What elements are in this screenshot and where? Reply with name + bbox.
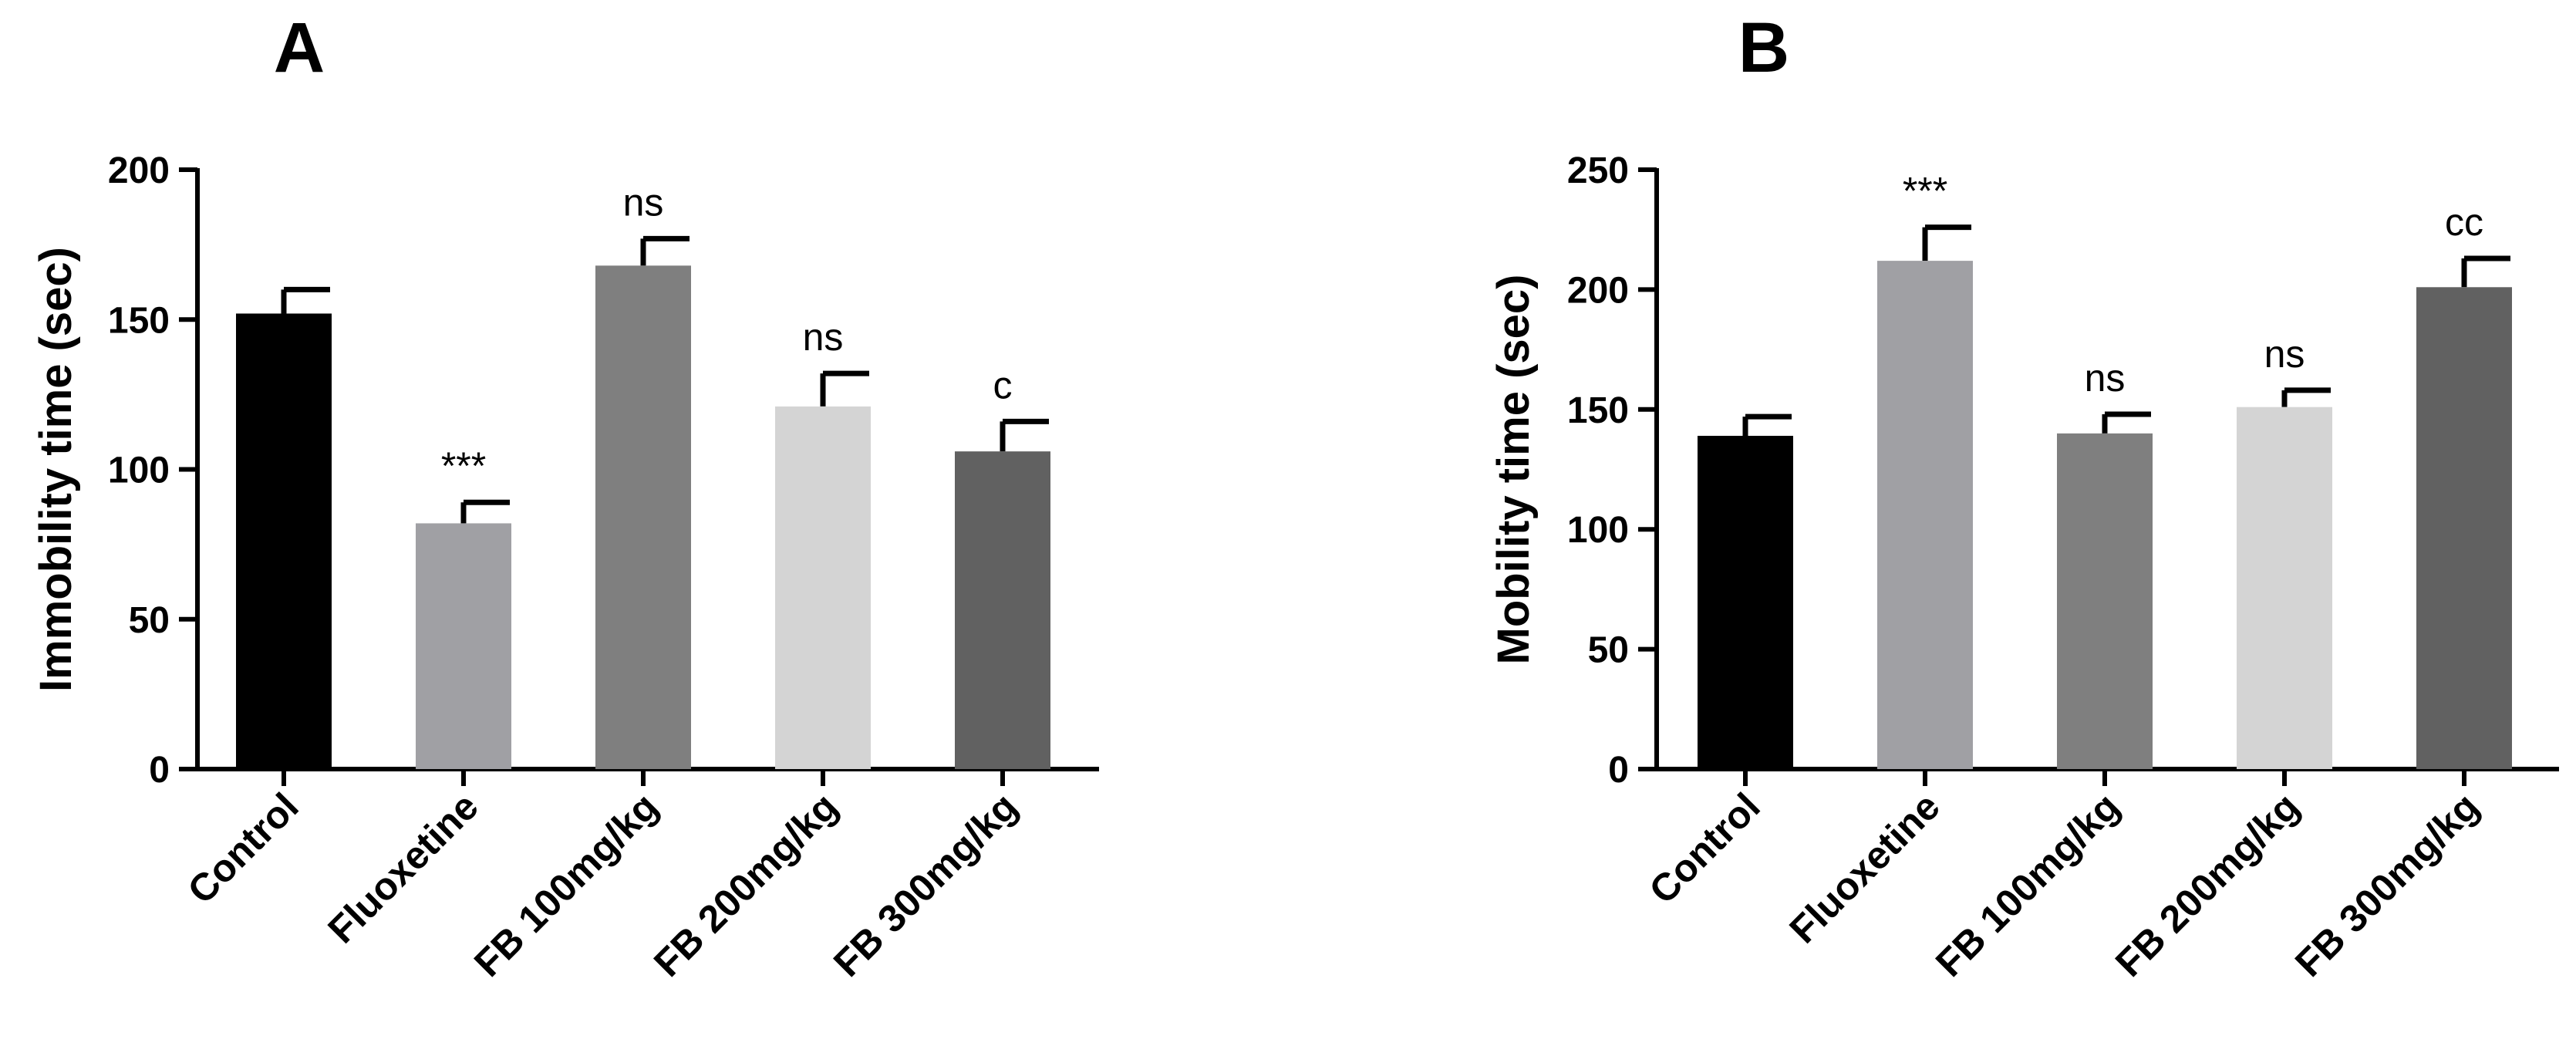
x-category-label: FB 200mg/kg (2107, 784, 2308, 985)
bar (1698, 435, 1793, 769)
y-axis-title: Immobility time (sec) (31, 247, 81, 692)
significance-label: ns (2264, 332, 2305, 376)
y-tick-label: 0 (149, 750, 170, 791)
bar (2057, 433, 2153, 769)
panel-label: A (274, 8, 325, 87)
significance-label: ns (2085, 356, 2126, 400)
significance-label: ns (623, 181, 664, 224)
x-category-label: FB 200mg/kg (646, 784, 846, 985)
y-tick-label: 100 (108, 450, 170, 491)
y-tick-label: 150 (108, 300, 170, 341)
x-category-label: FB 100mg/kg (1927, 784, 2128, 985)
x-category-label: Control (180, 784, 307, 912)
bar (595, 265, 691, 769)
y-tick-label: 200 (1567, 270, 1629, 311)
bar (2237, 407, 2332, 769)
bar (1877, 261, 1973, 769)
y-tick-label: 50 (1588, 630, 1629, 671)
bar (236, 313, 332, 770)
y-tick-label: 50 (129, 600, 170, 641)
significance-label: *** (1903, 170, 1947, 213)
y-tick-label: 250 (1567, 150, 1629, 191)
x-category-label: Control (1641, 784, 1768, 912)
y-tick-label: 200 (108, 150, 170, 191)
bar (955, 451, 1050, 769)
y-tick-label: 150 (1567, 390, 1629, 431)
significance-label: cc (2445, 201, 2483, 244)
x-category-label: FB 300mg/kg (825, 784, 1026, 985)
x-category-label: Fluoxetine (319, 784, 486, 951)
x-category-label: Fluoxetine (1781, 784, 1947, 951)
x-category-label: FB 300mg/kg (2287, 784, 2487, 985)
chart-panel-b: B Mobility time (sec) 0 50 100 150 200 250 Contr… (1489, 8, 2559, 985)
chart-panel-a: A Immobility time (sec) 0 50 100 150 200 Contro… (31, 8, 1099, 985)
panel-label: B (1738, 8, 1789, 87)
x-category-label: FB 100mg/kg (466, 784, 666, 985)
bar (775, 406, 871, 769)
bar (2416, 287, 2512, 769)
y-axis-title: Mobility time (sec) (1489, 275, 1539, 665)
y-tick-label: 100 (1567, 510, 1629, 551)
bar (416, 523, 511, 769)
y-tick-label: 0 (1608, 750, 1629, 791)
significance-label: ns (803, 315, 844, 359)
significance-label: *** (441, 444, 486, 488)
significance-label: c (993, 363, 1013, 407)
